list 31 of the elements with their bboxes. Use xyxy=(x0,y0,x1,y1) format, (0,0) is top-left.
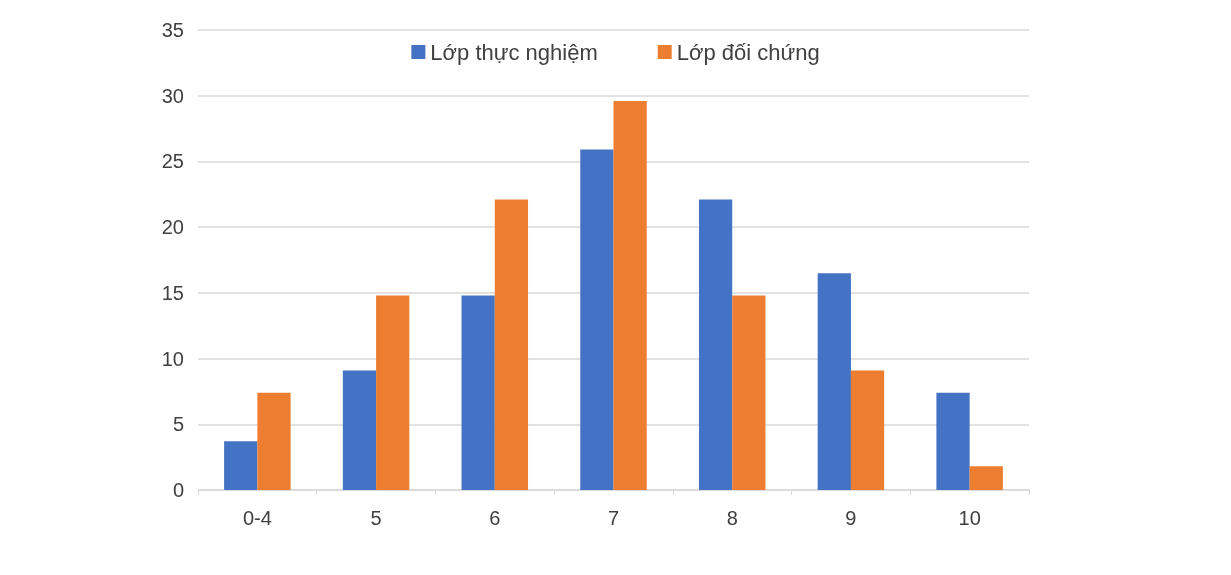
bar xyxy=(224,441,258,490)
y-tick-label: 0 xyxy=(172,479,184,501)
x-tick-label: 5 xyxy=(370,507,382,529)
x-tick-label: 6 xyxy=(489,507,501,529)
x-tick-label: 9 xyxy=(845,507,857,529)
x-tick-label: 7 xyxy=(607,507,620,529)
y-tick-label: 15 xyxy=(161,281,184,304)
bar xyxy=(850,370,885,490)
bar xyxy=(936,392,970,490)
bar xyxy=(342,370,377,490)
y-tick-label: 25 xyxy=(161,150,184,173)
bar xyxy=(257,392,291,490)
bar xyxy=(817,273,851,490)
bar xyxy=(969,466,1003,490)
legend-label: Lớp đối chứng xyxy=(676,39,820,65)
y-tick-label: 10 xyxy=(161,347,184,370)
legend-label: Lớp thực nghiệm xyxy=(430,39,598,65)
x-tick-label: 0-4 xyxy=(242,507,272,529)
bar xyxy=(613,100,647,490)
bar xyxy=(376,295,410,490)
bar xyxy=(580,149,614,490)
x-tick-label: 8 xyxy=(726,507,738,529)
bar xyxy=(494,199,529,490)
bar xyxy=(698,199,733,490)
y-tick-label: 35 xyxy=(161,19,184,41)
y-tick-label: 20 xyxy=(161,216,184,239)
y-tick-label: 30 xyxy=(161,84,184,107)
y-tick-label: 5 xyxy=(172,413,184,436)
bar xyxy=(461,295,495,490)
x-tick-label: 10 xyxy=(958,507,981,529)
bar xyxy=(732,295,766,490)
